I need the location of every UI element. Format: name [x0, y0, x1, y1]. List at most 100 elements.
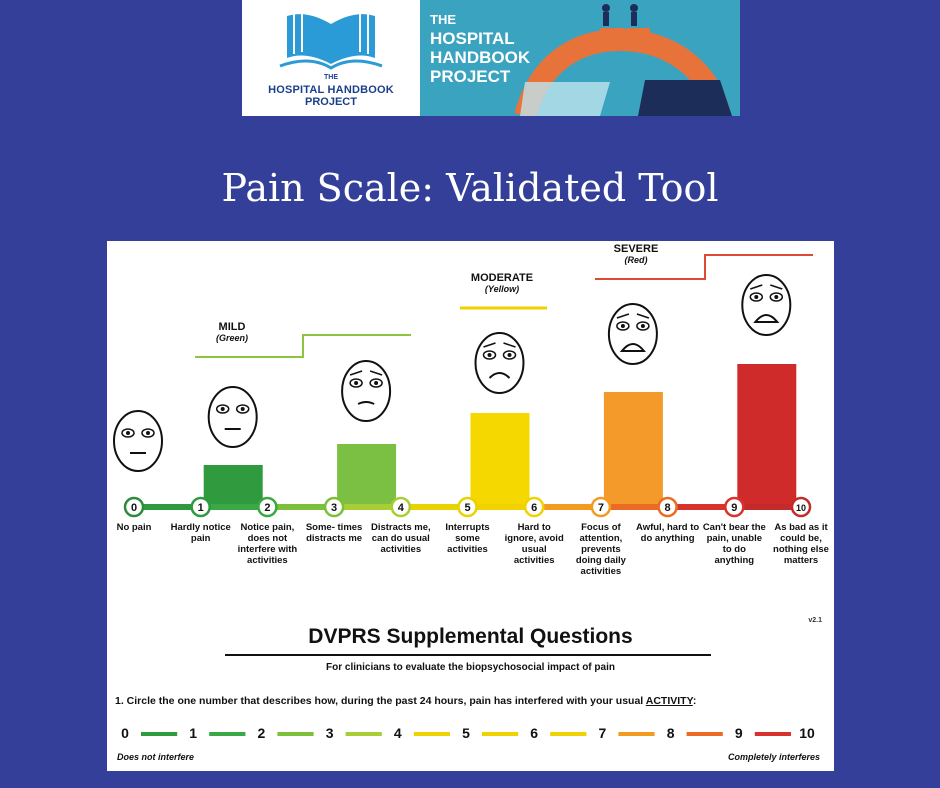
face-pupil	[126, 431, 130, 435]
logo-right-line3: HANDBOOK	[430, 48, 531, 67]
face-brow	[483, 342, 496, 348]
question-1-suffix: :	[692, 695, 697, 707]
severe-threshold-line	[595, 254, 813, 280]
level-description-4: Distracts me, can do usual activities	[370, 522, 431, 555]
face-mouth	[753, 314, 780, 323]
face-brow	[616, 313, 630, 319]
face-brow	[349, 370, 363, 376]
face-brow	[503, 342, 516, 348]
level-number-1: 1	[198, 502, 204, 514]
answer-option-1[interactable]: 1	[189, 725, 198, 741]
face-pupil	[240, 407, 245, 411]
face-pupil	[754, 295, 759, 299]
supplemental-subtitle: For clinicians to evaluate the biopsycho…	[326, 662, 615, 673]
category-severe-name: SEVERE	[613, 243, 659, 255]
pain-scale-panel: 0 1 2 3 4 5 6 7 8 9 10 MILD (Green) MODERATE (Yell…	[107, 241, 834, 771]
face-5	[741, 274, 792, 336]
level-number-3: 3	[331, 502, 337, 514]
logo-right-line1: THE	[430, 12, 456, 27]
answer-option-0[interactable]: 0	[121, 725, 129, 741]
face-pupil	[220, 407, 225, 411]
logo-right-line2: HOSPITAL	[430, 29, 515, 48]
face-pupil	[620, 324, 625, 328]
level-number-4: 4	[398, 502, 405, 514]
face-brow	[636, 313, 650, 319]
level-circle-10	[790, 496, 812, 518]
face-brow	[770, 284, 783, 290]
logo-left: THE HOSPITAL HANDBOOK PROJECT	[242, 0, 420, 116]
face-4	[607, 303, 658, 365]
category-mild-color: (Green)	[215, 333, 248, 343]
level-circle-2	[257, 496, 278, 518]
level-number-9: 9	[731, 502, 737, 514]
face-pupil	[374, 381, 379, 385]
face-mouth	[619, 343, 646, 352]
answer-option-8[interactable]: 8	[666, 725, 675, 741]
category-moderate-name: MODERATE	[470, 272, 534, 284]
answer-option-10[interactable]: 10	[799, 725, 815, 741]
face-pupil	[774, 295, 779, 299]
plug-connection-icon	[514, 4, 732, 116]
answer-option-9[interactable]: 9	[734, 725, 743, 741]
level-number-2: 2	[264, 502, 270, 514]
category-severe: SEVERE (Red)	[601, 243, 671, 265]
question-1-keyword: ACTIVITY	[645, 695, 693, 707]
level-circle-1	[190, 496, 211, 518]
face-2	[341, 360, 392, 422]
bar-level-5	[737, 364, 797, 507]
page-title: Pain Scale: Validated Tool	[221, 166, 719, 210]
level-number-0: 0	[131, 502, 137, 514]
face-mouth	[357, 401, 375, 405]
level-circle-0	[123, 496, 145, 518]
level-number-7: 7	[598, 502, 604, 514]
answer-option-7[interactable]: 7	[598, 725, 607, 741]
category-moderate: MODERATE (Yellow)	[457, 272, 547, 294]
face-3	[474, 332, 525, 394]
category-mild-name: MILD	[218, 321, 246, 333]
bar-level-4	[603, 392, 663, 507]
open-book-icon	[279, 6, 383, 70]
level-description-6: Hard to ignore, avoid usual activities	[504, 522, 564, 566]
bar-level-1	[203, 465, 263, 507]
answer-option-6[interactable]: 6	[530, 725, 539, 741]
face-pupil	[507, 353, 512, 357]
level-description-8: Awful, hard to do anything	[636, 522, 700, 544]
face-brow	[369, 370, 383, 376]
level-circle-5	[457, 496, 478, 518]
level-description-10: As bad as it could be, nothing else matt…	[773, 522, 829, 566]
logo-right: THE HOSPITAL HANDBOOK PROJECT	[420, 0, 740, 116]
anchor-does-not-interfere: Does not interfere	[117, 752, 195, 762]
level-circle-4	[390, 496, 412, 518]
face-mouth	[488, 372, 511, 379]
bar-level-2	[337, 444, 397, 507]
mild-threshold-line	[195, 334, 411, 358]
face-1	[207, 386, 258, 448]
logo-left-line2: HOSPITAL HANDBOOK	[268, 84, 394, 96]
answer-option-2[interactable]: 2	[257, 725, 266, 741]
logo-left-line3: PROJECT	[305, 96, 357, 108]
level-circle-7	[590, 496, 612, 518]
face-pupil	[146, 431, 150, 435]
pain-scale-graphic: 0 1 2 3 4 5 6 7 8 9 10	[113, 254, 813, 736]
level-circle-9	[724, 496, 745, 518]
level-description-7: Focus of attention, prevents doing daily…	[575, 522, 626, 577]
level-number-5: 5	[464, 502, 470, 514]
face-brow	[750, 284, 763, 290]
level-description-0: No pain	[116, 522, 152, 533]
anchor-completely-interferes: Completely interferes	[727, 752, 820, 762]
face-0	[113, 410, 163, 472]
level-description-2: Notice pain, does not interfere with act…	[237, 522, 298, 566]
answer-option-4[interactable]: 4	[393, 725, 402, 741]
answer-option-5[interactable]: 5	[462, 725, 470, 741]
level-number-10: 10	[796, 503, 806, 513]
supplemental-divider	[225, 654, 711, 656]
level-description-9: Can't bear the pain, unable to do anythi…	[702, 522, 766, 566]
logo-right-line4: PROJECT	[430, 67, 511, 86]
answer-option-3[interactable]: 3	[325, 725, 334, 741]
category-moderate-color: (Yellow)	[484, 284, 520, 294]
level-number-8: 8	[665, 502, 671, 514]
level-circle-6	[523, 496, 545, 518]
version-label: v2.1	[808, 617, 822, 624]
face-pupil	[354, 381, 359, 385]
face-pupil	[487, 353, 492, 357]
